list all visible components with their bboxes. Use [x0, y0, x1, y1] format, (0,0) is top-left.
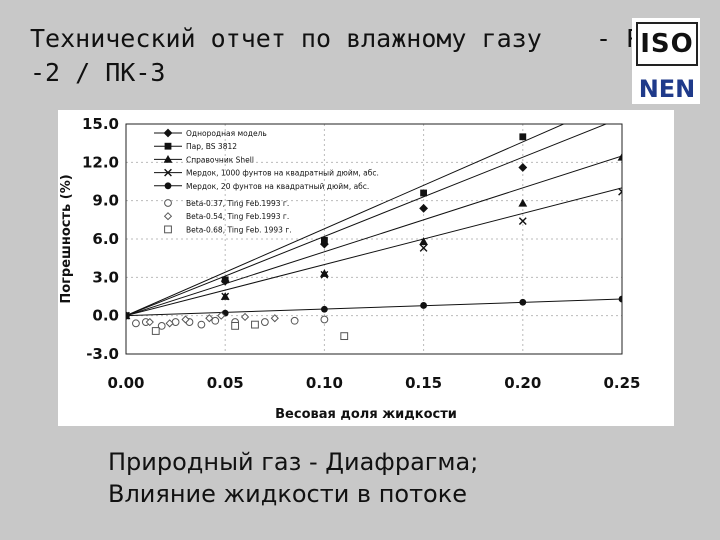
- y-tick-label: 0.0: [92, 307, 119, 325]
- series-4: [126, 295, 622, 320]
- data-point: [518, 198, 528, 207]
- data-point: [419, 244, 428, 252]
- x-tick-label: 0.05: [207, 374, 244, 392]
- x-tick-label: 0.10: [306, 374, 343, 392]
- slide-subtitle: Природный газ - Диафрагма; Влияние жидко…: [108, 448, 479, 508]
- data-point: [340, 332, 349, 341]
- data-point: [181, 315, 190, 324]
- data-point: [270, 314, 279, 323]
- series-line: [126, 124, 608, 317]
- legend-marker: [164, 142, 172, 150]
- legend-label: Мердок, 20 фунтов на квадратный дюйм, аб…: [186, 182, 369, 191]
- data-point: [157, 321, 166, 330]
- data-point: [197, 320, 206, 329]
- data-point: [518, 163, 528, 172]
- y-tick-label: 3.0: [92, 268, 119, 286]
- data-point: [205, 314, 214, 323]
- legend-label: Beta-0.54, Ting Feb.1993 г.: [186, 212, 289, 221]
- legend-marker: [163, 128, 173, 138]
- y-tick-label: -3.0: [86, 345, 119, 363]
- data-point: [321, 236, 328, 244]
- data-point: [240, 312, 250, 322]
- y-tick-label: 6.0: [92, 230, 119, 248]
- data-point: [260, 318, 269, 326]
- series-7: [151, 320, 349, 341]
- iso-logo-text: ISO: [636, 22, 698, 66]
- slide-title: Технический отчет по влажному газу -2 / …: [30, 24, 542, 87]
- nen-logo-text: NEN: [638, 75, 696, 103]
- data-point: [420, 189, 427, 197]
- data-point: [251, 320, 259, 329]
- series-2: [126, 152, 622, 320]
- data-point: [519, 298, 527, 306]
- chart-panel: 0.00 0.05 0.10 0.15 0.20 0.25 15.0 12.0 9.0 6.0 3.…: [58, 110, 674, 426]
- data-point: [145, 317, 154, 327]
- legend-marker: [164, 225, 172, 234]
- data-point: [518, 217, 527, 226]
- legend-label: Однородная модель: [186, 129, 267, 138]
- data-point: [617, 152, 622, 161]
- series-line: [126, 298, 622, 317]
- legend-label: Beta-0.68, Ting Feb. 1993 г.: [186, 225, 292, 234]
- data-point: [320, 269, 329, 277]
- x-tick-label: 0.20: [504, 374, 541, 392]
- legend-label: Мердок, 1000 фунтов на квадратный дюйм, …: [186, 169, 379, 178]
- data-point: [171, 318, 180, 326]
- x-tick-label: 0.00: [107, 374, 144, 392]
- data-point: [217, 311, 226, 320]
- data-point: [290, 316, 299, 325]
- series-line: [126, 155, 622, 317]
- data-point: [221, 292, 230, 301]
- error-chart: 0.00 0.05 0.10 0.15 0.20 0.25 15.0 12.0 9.0 6.0 3.…: [59, 115, 641, 422]
- x-tick-label: 0.15: [405, 374, 442, 392]
- y-tick-label: 15.0: [82, 115, 119, 133]
- data-point: [420, 302, 427, 309]
- data-point: [126, 312, 130, 320]
- series-6: [145, 311, 279, 328]
- data-point: [132, 319, 140, 328]
- legend-marker: [163, 155, 173, 163]
- data-point: [231, 321, 240, 330]
- data-point: [221, 276, 229, 284]
- standards-logo: ISO NEN: [632, 18, 700, 104]
- data-point: [165, 319, 174, 328]
- legend-label: Beta-0.37, Ting Feb.1993 г.: [186, 199, 289, 208]
- legend-label: Пар, BS 3812: [186, 142, 237, 151]
- data-point: [211, 316, 220, 325]
- y-tick-label: 12.0: [82, 153, 119, 171]
- series-5: [132, 315, 329, 330]
- data-point: [320, 270, 329, 279]
- data-point: [618, 187, 622, 196]
- legend-marker: [164, 168, 172, 177]
- legend-marker: [163, 212, 173, 221]
- data-point: [419, 203, 428, 213]
- data-point: [618, 295, 622, 303]
- x-axis-label: Весовая доля жидкости: [275, 407, 457, 422]
- data-point: [321, 305, 328, 313]
- plot-frame: [125, 123, 623, 355]
- y-tick-label: 9.0: [92, 192, 119, 210]
- legend-marker: [164, 199, 172, 207]
- legend-label: Справочник Shell: [186, 155, 254, 164]
- legend-marker: [164, 182, 172, 190]
- y-axis-label: Погрешность (%): [59, 174, 74, 303]
- data-point: [320, 315, 329, 324]
- data-point: [419, 237, 428, 245]
- data-point: [151, 327, 160, 335]
- data-point: [519, 133, 527, 141]
- series-line: [126, 124, 565, 317]
- x-tick-label: 0.25: [603, 374, 640, 392]
- series-line: [126, 187, 622, 317]
